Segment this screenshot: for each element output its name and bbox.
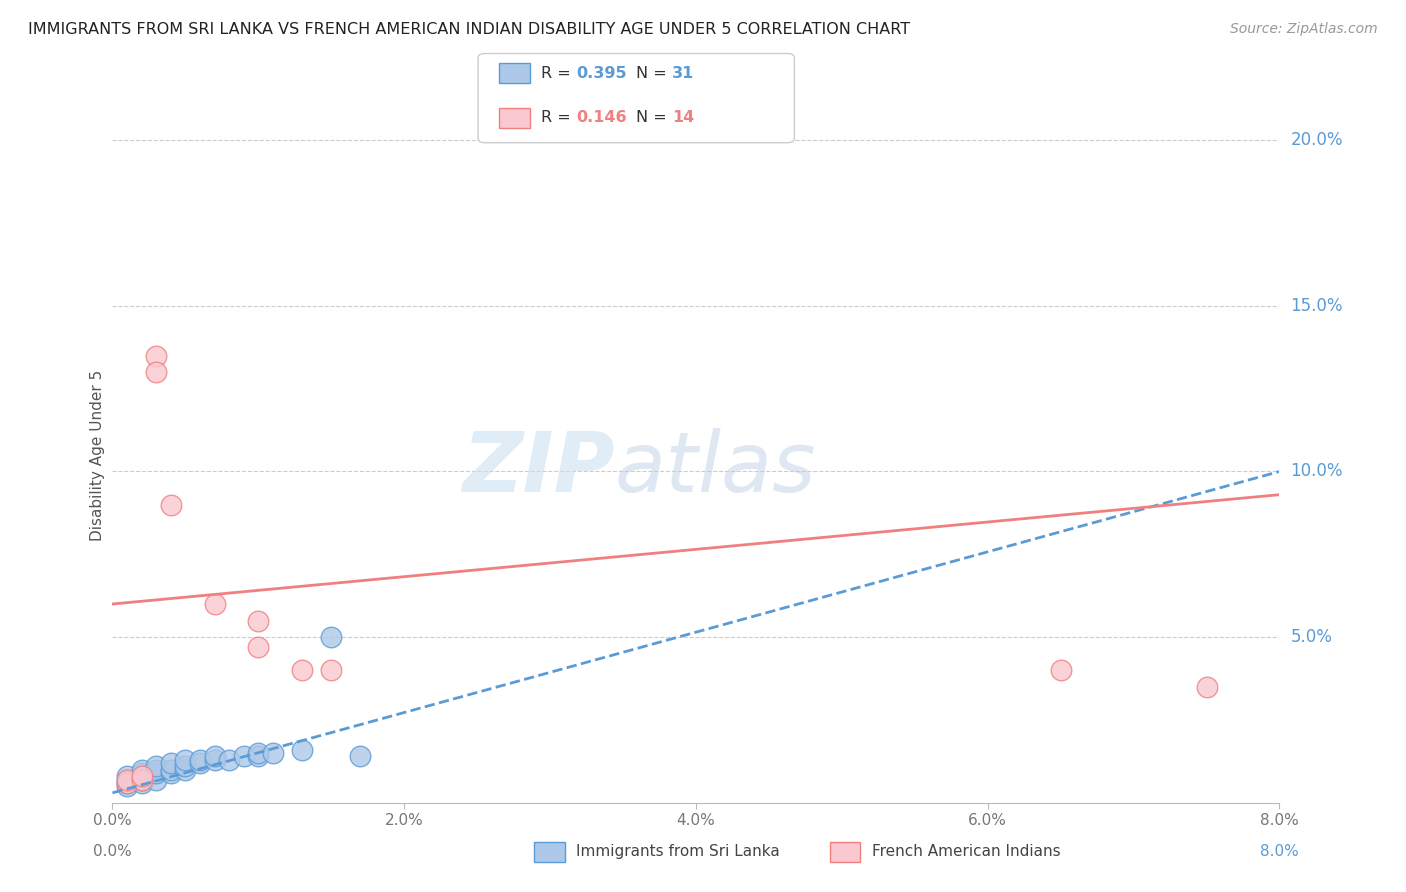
Point [188, 753, 211, 767]
Text: Disability Age Under 5: Disability Age Under 5 [90, 369, 105, 541]
Point [247, 640, 270, 654]
Point [131, 766, 153, 780]
Point [321, 663, 343, 677]
Point [160, 498, 183, 512]
Text: atlas: atlas [614, 428, 815, 509]
Point [160, 756, 183, 770]
Point [145, 772, 167, 787]
Point [247, 746, 270, 760]
Text: N =: N = [636, 66, 672, 80]
Text: 5.0%: 5.0% [1291, 628, 1333, 646]
Point [131, 763, 153, 777]
Point [291, 743, 314, 757]
Point [204, 597, 226, 611]
Point [204, 753, 226, 767]
Point [262, 746, 284, 760]
Text: 0.0%: 0.0% [93, 845, 132, 859]
Point [160, 763, 183, 777]
Text: 20.0%: 20.0% [1291, 131, 1343, 149]
Text: Source: ZipAtlas.com: Source: ZipAtlas.com [1230, 22, 1378, 37]
Point [1049, 663, 1071, 677]
Point [131, 772, 153, 787]
Point [145, 766, 167, 780]
Point [247, 614, 270, 628]
Point [145, 763, 167, 777]
Text: IMMIGRANTS FROM SRI LANKA VS FRENCH AMERICAN INDIAN DISABILITY AGE UNDER 5 CORRE: IMMIGRANTS FROM SRI LANKA VS FRENCH AMER… [28, 22, 910, 37]
Text: 0.395: 0.395 [576, 66, 627, 80]
Point [145, 759, 167, 773]
Text: 31: 31 [672, 66, 695, 80]
Point [1195, 680, 1218, 694]
Point [247, 749, 270, 764]
Text: Immigrants from Sri Lanka: Immigrants from Sri Lanka [576, 845, 780, 859]
Point [145, 365, 167, 379]
Point [131, 772, 153, 787]
Point [204, 749, 226, 764]
Point [174, 759, 197, 773]
Text: 14: 14 [672, 111, 695, 125]
Text: R =: R = [541, 111, 576, 125]
Point [115, 772, 138, 787]
Point [349, 749, 371, 764]
Point [115, 769, 138, 783]
Text: 0.146: 0.146 [576, 111, 627, 125]
Text: ZIP: ZIP [461, 428, 614, 509]
Text: N =: N = [636, 111, 672, 125]
Point [232, 749, 254, 764]
Text: French American Indians: French American Indians [872, 845, 1060, 859]
Point [218, 753, 240, 767]
Point [115, 779, 138, 793]
Point [291, 663, 314, 677]
Point [174, 753, 197, 767]
Point [115, 776, 138, 790]
Text: R =: R = [541, 66, 576, 80]
Point [131, 769, 153, 783]
Point [131, 769, 153, 783]
Point [188, 756, 211, 770]
Point [115, 772, 138, 787]
Text: 15.0%: 15.0% [1291, 297, 1343, 315]
Point [145, 349, 167, 363]
Point [160, 766, 183, 780]
Text: 10.0%: 10.0% [1291, 462, 1343, 481]
Point [131, 776, 153, 790]
Point [321, 630, 343, 644]
Text: 8.0%: 8.0% [1260, 845, 1299, 859]
Point [115, 776, 138, 790]
Point [174, 763, 197, 777]
